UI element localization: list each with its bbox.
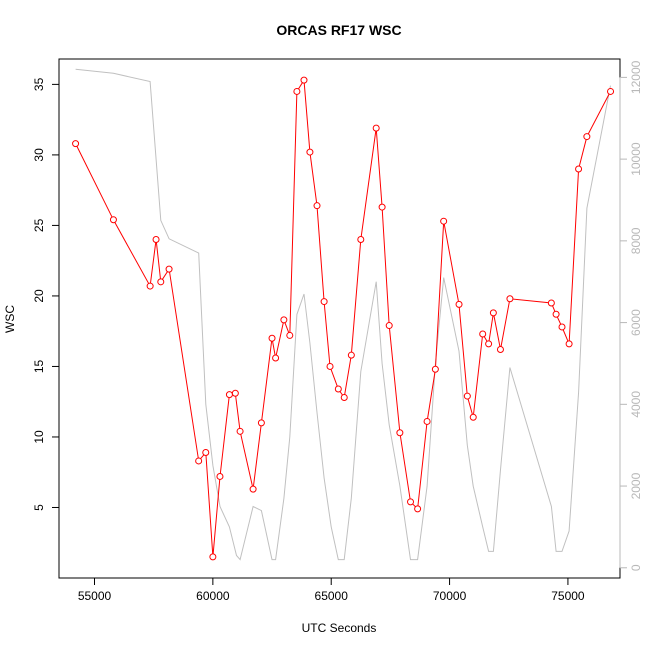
wsc-point	[72, 140, 80, 148]
wsc-point	[236, 427, 244, 435]
x-tick-label: 60000	[196, 589, 230, 603]
y-axis-label: WSC	[3, 305, 17, 333]
y-axis-right: 0 2000 4000 6000 8000 10000 12000	[619, 60, 643, 571]
y2-tick-label: 0	[629, 564, 643, 571]
wsc-point	[558, 323, 566, 331]
wsc-point	[293, 87, 301, 95]
wsc-point	[479, 330, 487, 338]
altitude-line	[75, 68, 611, 561]
y2-tick-label: 8000	[629, 227, 643, 254]
wsc-point	[225, 391, 233, 399]
wsc-point	[257, 419, 265, 427]
wsc-point	[372, 124, 380, 132]
y-tick-label: 20	[32, 289, 46, 303]
wsc-point	[109, 216, 117, 224]
x-axis-label: UTC Seconds	[302, 621, 377, 635]
y-tick-label: 10	[32, 430, 46, 444]
wsc-point	[268, 334, 276, 342]
x-tick-label: 65000	[315, 589, 349, 603]
wsc-point	[506, 295, 514, 303]
y-tick-label: 30	[32, 148, 46, 162]
wsc-point	[463, 392, 471, 400]
wsc-point	[195, 457, 203, 465]
wsc-point	[231, 389, 239, 397]
wsc-point	[440, 217, 448, 225]
wsc-point	[396, 429, 404, 437]
wsc-point	[209, 553, 217, 561]
y-tick-label: 35	[32, 77, 46, 91]
wsc-point	[565, 340, 573, 348]
wsc-point	[423, 417, 431, 425]
y-tick-label: 15	[32, 359, 46, 373]
y2-tick-label: 10000	[629, 142, 643, 176]
wsc-point	[583, 133, 591, 141]
wsc-point	[334, 385, 342, 393]
wsc-point	[455, 300, 463, 308]
wsc-point	[496, 346, 504, 354]
y-tick-label: 25	[32, 218, 46, 232]
y2-tick-label: 6000	[629, 309, 643, 336]
wsc-point	[165, 265, 173, 273]
wsc-point	[272, 354, 280, 362]
wsc-point	[286, 331, 294, 339]
wsc-point	[547, 299, 555, 307]
wsc-point	[300, 76, 308, 84]
x-axis: 55000 60000 65000 70000 75000	[78, 577, 585, 603]
wsc-point	[407, 498, 415, 506]
y-tick-label: 5	[32, 504, 46, 511]
wsc-point	[347, 351, 355, 359]
series-layer	[72, 68, 615, 561]
wsc-point	[146, 282, 154, 290]
wsc-point	[340, 393, 348, 401]
wsc-point	[431, 365, 439, 373]
wsc-point	[326, 362, 334, 370]
wsc-point	[306, 148, 314, 156]
y2-tick-label: 2000	[629, 472, 643, 499]
wsc-point	[378, 203, 386, 211]
x-tick-label: 55000	[78, 589, 112, 603]
wsc-point	[152, 236, 160, 244]
wsc-point	[357, 236, 365, 244]
wsc-point	[249, 485, 257, 493]
chart-title: ORCAS RF17 WSC	[276, 22, 401, 38]
y-axis-left: 5 10 15 20 25 30 35	[32, 77, 60, 511]
wsc-point	[489, 309, 497, 317]
wsc-point	[280, 316, 288, 324]
wsc-point	[320, 298, 328, 306]
wsc-point	[607, 87, 615, 95]
wsc-point	[313, 202, 321, 210]
wsc-point	[414, 505, 422, 513]
wsc-point	[485, 340, 493, 348]
wsc-point	[157, 278, 165, 286]
wsc-point	[202, 448, 210, 456]
wsc-point	[216, 472, 224, 480]
wsc-point	[575, 165, 583, 173]
wsc-point	[385, 322, 393, 330]
wsc-point	[552, 310, 560, 318]
y2-tick-label: 4000	[629, 391, 643, 418]
y2-tick-label: 12000	[629, 60, 643, 94]
plot-frame	[58, 58, 621, 579]
x-tick-label: 75000	[551, 589, 585, 603]
wsc-point	[469, 413, 477, 421]
x-tick-label: 70000	[433, 589, 467, 603]
